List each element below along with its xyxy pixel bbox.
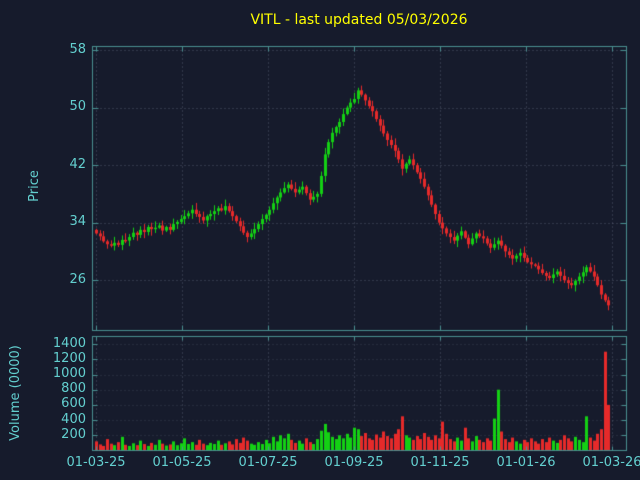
volume-tick-1400: 1400 [52,336,86,351]
volume-tick-1200: 1200 [52,351,86,366]
date-tick-01-07-25: 01-07-25 [238,455,298,470]
price-tick-58: 58 [69,42,86,57]
volume-tick-400: 400 [61,412,86,427]
price-tick-34: 34 [69,214,86,229]
volume-tick-200: 200 [61,427,86,442]
volume-axis-label: Volume (0000) [8,345,23,441]
volume-tick-600: 600 [61,396,86,411]
volume-tick-1000: 1000 [52,366,86,381]
date-tick-01-03-25: 01-03-25 [66,455,126,470]
price-tick-50: 50 [69,99,86,114]
date-tick-01-11-25: 01-11-25 [410,455,470,470]
price-tick-42: 42 [69,157,86,172]
price-tick-26: 26 [69,272,86,287]
chart-title: VITL - last updated 05/03/2026 [250,12,468,28]
date-tick-01-01-26: 01-01-26 [496,455,556,470]
date-tick-01-09-25: 01-09-25 [324,455,384,470]
date-tick-01-03-26: 01-03-26 [582,455,640,470]
price-axis-label: Price [27,170,42,202]
volume-tick-800: 800 [61,381,86,396]
date-tick-01-05-25: 01-05-25 [152,455,212,470]
